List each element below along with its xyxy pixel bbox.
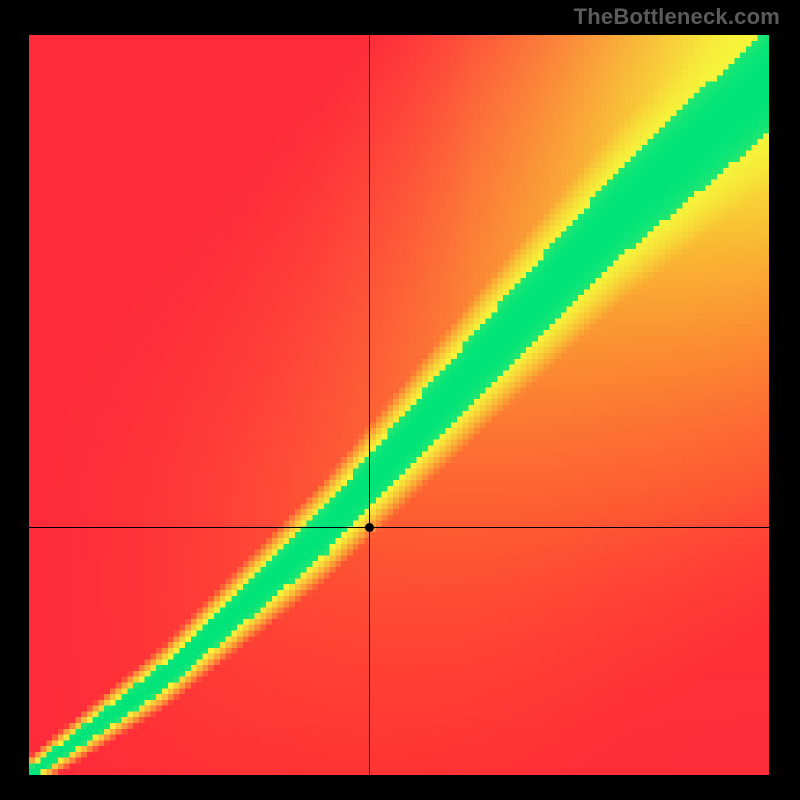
crosshair-horizontal	[29, 527, 769, 528]
watermark-text: TheBottleneck.com	[574, 4, 780, 30]
crosshair-vertical	[369, 35, 370, 775]
bottleneck-heatmap	[29, 35, 769, 775]
crosshair-dot	[365, 523, 374, 532]
